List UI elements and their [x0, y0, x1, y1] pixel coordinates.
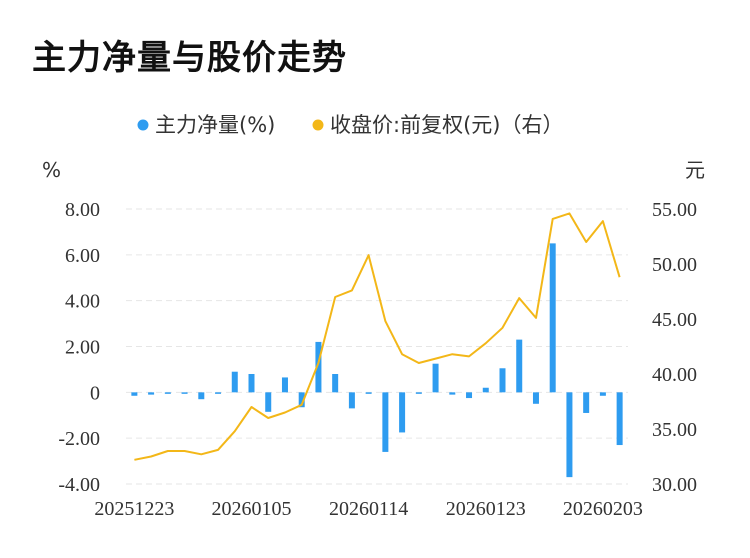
bar[interactable] — [315, 341, 322, 393]
grid-lines — [126, 208, 628, 485]
bar[interactable] — [298, 392, 305, 408]
left-tick-label: -2.00 — [58, 428, 100, 450]
bar[interactable] — [549, 243, 556, 393]
bar[interactable] — [365, 392, 372, 394]
left-tick-label: 4.00 — [65, 291, 100, 313]
left-tick-label: 0 — [90, 382, 100, 404]
bar[interactable] — [599, 392, 606, 396]
bar[interactable] — [382, 392, 389, 452]
bar[interactable] — [332, 374, 339, 393]
bar[interactable] — [348, 392, 355, 409]
left-tick-label: -4.00 — [58, 474, 100, 496]
right-tick-label: 45.00 — [652, 309, 697, 331]
bar[interactable] — [482, 387, 489, 393]
bar[interactable] — [532, 392, 539, 404]
chart-title: 主力净量与股价走势 — [32, 38, 347, 78]
right-tick-label: 40.00 — [652, 364, 697, 386]
bar[interactable] — [583, 392, 590, 413]
bar-series — [131, 243, 623, 478]
bar[interactable] — [415, 392, 422, 394]
bar[interactable] — [399, 392, 406, 433]
bar[interactable] — [281, 377, 288, 393]
right-tick-label: 30.00 — [652, 474, 697, 496]
right-axis-unit: 元 — [685, 158, 705, 182]
bar[interactable] — [198, 392, 205, 400]
bar[interactable] — [231, 371, 238, 393]
legend[interactable]: 主力净量(%) 收盘价:前复权(元)（右） — [137, 113, 564, 137]
x-tick-label: 20260123 — [446, 498, 526, 520]
left-axis-ticks: 8.00 6.00 4.00 2.00 0 -2.00 -4.00 — [58, 199, 100, 496]
bar[interactable] — [499, 368, 506, 393]
x-tick-label: 20260114 — [329, 498, 408, 520]
x-tick-label: 20260203 — [563, 498, 643, 520]
left-axis-unit: % — [42, 158, 61, 182]
legend-marker-net-volume — [137, 119, 149, 131]
bar[interactable] — [131, 392, 138, 396]
left-tick-label: 2.00 — [65, 337, 100, 359]
x-axis-ticks: 20251223 20260105 20260114 20260123 20260203 — [94, 498, 643, 520]
right-tick-label: 35.00 — [652, 419, 697, 441]
x-tick-label: 20251223 — [94, 498, 174, 520]
bar[interactable] — [181, 392, 188, 394]
bar[interactable] — [516, 339, 523, 393]
left-tick-label: 6.00 — [65, 245, 100, 267]
bar[interactable] — [566, 392, 573, 478]
left-tick-label: 8.00 — [65, 199, 100, 221]
bar[interactable] — [215, 392, 222, 394]
bar[interactable] — [449, 392, 456, 395]
line-series — [134, 212, 621, 461]
bar[interactable] — [466, 392, 473, 399]
right-tick-label: 55.00 — [652, 199, 697, 221]
x-tick-label: 20260105 — [212, 498, 292, 520]
bar[interactable] — [432, 363, 439, 393]
legend-label-net-volume: 主力净量(%) — [155, 113, 275, 137]
legend-marker-close-price — [312, 119, 324, 131]
bar[interactable] — [248, 374, 255, 393]
bar[interactable] — [265, 392, 272, 412]
bar[interactable] — [148, 392, 155, 395]
legend-label-close-price: 收盘价:前复权(元)（右） — [330, 113, 563, 137]
right-tick-label: 50.00 — [652, 254, 697, 276]
right-axis-ticks: 55.00 50.00 45.00 40.00 35.00 30.00 — [652, 199, 697, 496]
bar[interactable] — [616, 392, 623, 446]
bar[interactable] — [164, 392, 171, 394]
price-line[interactable] — [134, 212, 621, 461]
